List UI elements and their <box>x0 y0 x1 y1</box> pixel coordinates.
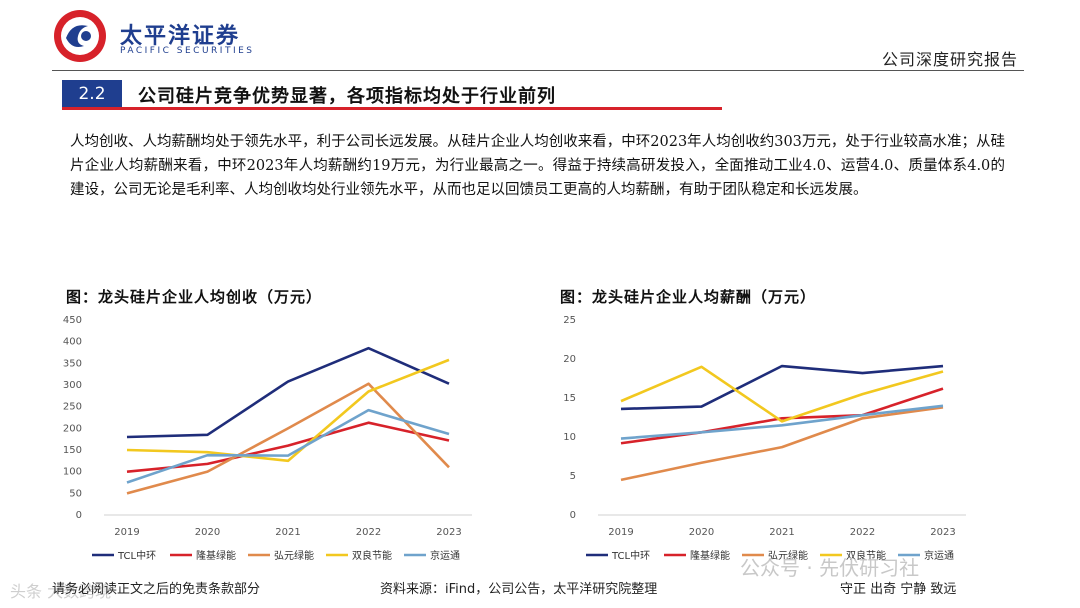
x-tick-label: 2023 <box>930 527 955 538</box>
y-tick-label: 250 <box>63 402 82 413</box>
y-tick-label: 5 <box>570 471 576 482</box>
y-tick-label: 150 <box>63 445 82 456</box>
section-number: 2.2 <box>62 80 122 108</box>
company-logo <box>54 10 106 62</box>
series-line-弘元绿能 <box>126 382 450 495</box>
y-tick-label: 20 <box>563 354 576 365</box>
y-tick-label: 100 <box>63 467 82 478</box>
chart-title-salary: 图：龙头硅片企业人均薪酬（万元） <box>560 288 817 306</box>
brand-name-en: PACIFIC SECURITIES <box>120 46 255 56</box>
legend-label: 弘元绿能 <box>274 549 314 562</box>
footer-source: 资料来源：iFind，公司公告，太平洋研究院整理 <box>380 582 658 597</box>
series-line-TCL中环 <box>620 364 944 411</box>
x-tick-label: 2022 <box>356 527 381 538</box>
salary-per-capita-chart: 0 5 10 15 20 25 2019 2020 2021 2022 2023 TCL中环 隆基绿能 弘… <box>563 315 966 562</box>
x-tick-label: 2023 <box>436 527 461 538</box>
x-tick-label: 2019 <box>114 527 139 538</box>
header-divider <box>52 70 1024 71</box>
legend-label: 隆基绿能 <box>196 549 236 562</box>
brand-name-cn: 太平洋证券 <box>120 24 241 49</box>
x-tick-label: 2019 <box>608 527 633 538</box>
legend-label: 京运通 <box>924 549 954 562</box>
legend-label: TCL中环 <box>611 549 650 562</box>
y-tick-label: 0 <box>76 510 82 521</box>
corner-watermark: 头条 大数跨境 <box>10 582 112 601</box>
legend-label: 双良节能 <box>846 549 886 562</box>
series-line-隆基绿能 <box>126 421 450 473</box>
x-tick-label: 2022 <box>850 527 875 538</box>
legend-label: 京运通 <box>430 549 460 562</box>
x-tick-label: 2020 <box>195 527 220 538</box>
y-tick-label: 350 <box>63 358 82 369</box>
chart-title-revenue: 图：龙头硅片企业人均创收（万元） <box>66 288 323 306</box>
legend-label: 弘元绿能 <box>768 549 808 562</box>
y-tick-label: 50 <box>69 488 82 499</box>
section-title: 公司硅片竞争优势显著，各项指标均处于行业前列 <box>138 86 556 107</box>
legend-label: 双良节能 <box>352 549 392 562</box>
y-tick-label: 15 <box>563 393 576 404</box>
x-tick-label: 2021 <box>769 527 794 538</box>
x-tick-label: 2021 <box>275 527 300 538</box>
footer-disclaimer: 请务必阅读正文之后的免责条款部分 <box>52 582 261 597</box>
section-underline <box>62 107 722 110</box>
y-tick-label: 10 <box>563 432 576 443</box>
y-tick-label: 200 <box>63 423 82 434</box>
y-tick-label: 25 <box>563 315 576 326</box>
y-tick-label: 0 <box>570 510 576 521</box>
report-type: 公司深度研究报告 <box>881 50 1018 69</box>
y-tick-label: 400 <box>63 337 82 348</box>
series-line-TCL中环 <box>126 346 450 439</box>
x-tick-label: 2020 <box>689 527 714 538</box>
wechat-watermark: 公众号 · 先伏研习社 <box>740 556 920 580</box>
y-tick-label: 450 <box>63 315 82 326</box>
legend-label: TCL中环 <box>117 549 156 562</box>
legend-label: 隆基绿能 <box>690 549 730 562</box>
y-tick-label: 300 <box>63 380 82 391</box>
body-paragraph: 人均创收、人均薪酬均处于领先水平，利于公司长远发展。从硅片企业人均创收来看，中环… <box>70 134 1005 198</box>
footer-motto: 守正 出奇 宁静 致远 <box>840 582 957 597</box>
revenue-per-capita-chart: 0 50 100 150 200 250 300 350 400 450 2019 2020 2021 2… <box>63 315 472 562</box>
